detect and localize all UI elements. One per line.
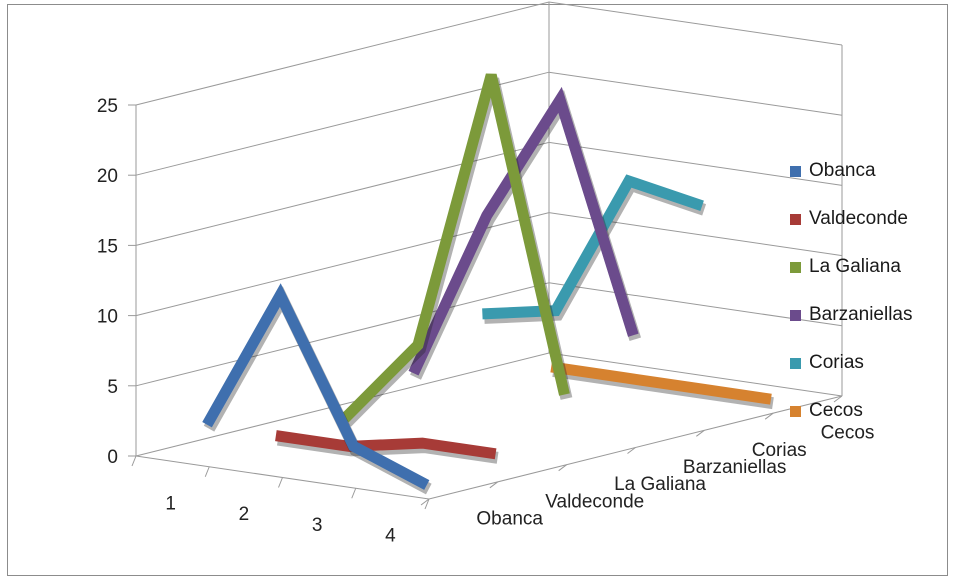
y-tick-label: 0 bbox=[107, 447, 118, 468]
depth-tick-label: Barzaniellas bbox=[683, 457, 787, 478]
legend-label: Barzaniellas bbox=[809, 304, 913, 325]
x-tick-label: 4 bbox=[385, 526, 396, 547]
legend-swatch bbox=[790, 262, 801, 273]
legend-item: Obanca bbox=[790, 158, 950, 206]
legend-item: Barzaniellas bbox=[790, 302, 950, 350]
y-tick-label: 15 bbox=[97, 236, 118, 257]
legend-label: Cecos bbox=[809, 400, 863, 421]
depth-tick-mark bbox=[764, 412, 774, 420]
series-line bbox=[340, 73, 570, 423]
legend-label: Corias bbox=[809, 352, 864, 373]
x-tick-mark bbox=[204, 466, 210, 477]
series-la-galiana bbox=[340, 73, 573, 427]
series-line bbox=[482, 174, 704, 320]
legend-item: Corias bbox=[790, 350, 950, 398]
depth-tick-label: Cecos bbox=[821, 423, 875, 444]
series-line bbox=[550, 361, 772, 405]
legend-item: Cecos bbox=[790, 398, 950, 446]
depth-tick-mark bbox=[558, 464, 567, 472]
depth-tick-mark bbox=[833, 395, 843, 403]
series-layer bbox=[202, 73, 774, 495]
series-obanca bbox=[202, 283, 432, 495]
series-shadow bbox=[203, 286, 432, 495]
legend-swatch bbox=[790, 166, 801, 177]
x-tick-mark bbox=[424, 498, 430, 510]
legend-item: La Galiana bbox=[790, 254, 950, 302]
series-barzaniellas bbox=[408, 86, 642, 380]
depth-tick-label: Valdeconde bbox=[545, 491, 644, 512]
x-tick-label: 1 bbox=[165, 493, 176, 514]
legend-label: La Galiana bbox=[809, 256, 901, 277]
depth-tick-label: Obanca bbox=[476, 508, 543, 529]
legend-label: Valdeconde bbox=[809, 208, 908, 229]
legend-swatch bbox=[790, 358, 801, 369]
y-tick-label: 10 bbox=[97, 307, 118, 328]
series-corias bbox=[482, 174, 707, 324]
x-tick-mark bbox=[351, 488, 357, 499]
x-tick-label: 3 bbox=[312, 515, 323, 536]
x-tick-mark bbox=[131, 455, 137, 467]
legend-swatch bbox=[790, 310, 801, 321]
depth-tick-label: Corias bbox=[752, 440, 807, 461]
x-tick-mark bbox=[278, 477, 283, 488]
y-tick-label: 20 bbox=[97, 166, 118, 187]
legend-swatch bbox=[790, 214, 801, 225]
depth-tick-mark bbox=[627, 447, 636, 454]
x-tick-label: 2 bbox=[239, 504, 250, 525]
series-line bbox=[202, 283, 430, 490]
y-tick-label: 5 bbox=[107, 377, 118, 398]
depth-tick-mark bbox=[489, 481, 499, 489]
series-line bbox=[275, 430, 497, 460]
series-cecos bbox=[550, 361, 774, 410]
series-line bbox=[408, 86, 639, 376]
legend: Obanca Valdeconde La Galiana Barzaniellas Co… bbox=[790, 158, 950, 446]
depth-tick-mark bbox=[420, 498, 430, 506]
grid-layer bbox=[128, 1, 843, 510]
depth-tick-mark bbox=[696, 429, 705, 437]
legend-item: Valdeconde bbox=[790, 206, 950, 254]
depth-tick-label: La Galiana bbox=[614, 474, 706, 495]
chart-frame bbox=[7, 4, 948, 576]
series-valdeconde bbox=[275, 430, 499, 464]
y-tick-label: 25 bbox=[97, 96, 118, 117]
legend-label: Obanca bbox=[809, 160, 876, 181]
legend-swatch bbox=[790, 406, 801, 417]
